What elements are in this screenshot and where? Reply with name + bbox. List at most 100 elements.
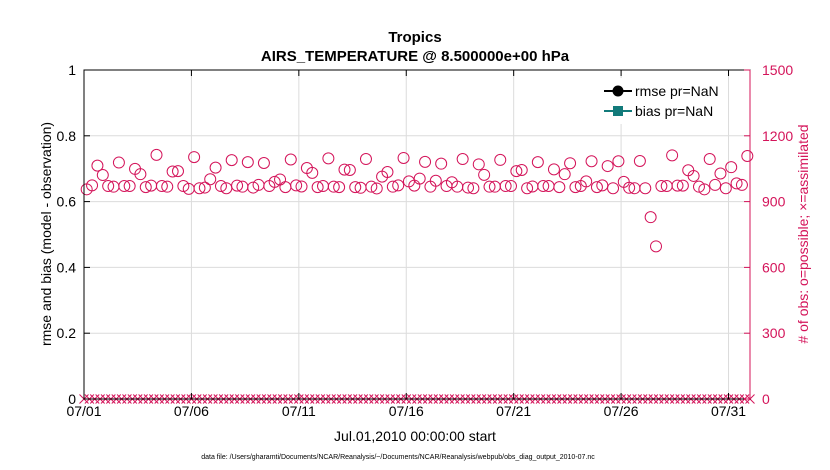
obs-possible-point: [161, 180, 174, 193]
legend-box: [585, 78, 728, 124]
obs-possible-point: [735, 178, 748, 191]
obs-possible-point: [279, 181, 292, 194]
obs-possible-point: [633, 155, 646, 168]
obs-possible-point: [676, 179, 689, 192]
y-axis-label-right: # of obs: o=possible; ×=assimilated: [795, 124, 811, 343]
obs-possible-point: [322, 152, 335, 165]
obs-possible-point: [209, 161, 222, 174]
obs-possible-point: [714, 167, 727, 180]
obs-possible-point: [590, 181, 603, 194]
right-tick-label: 300: [762, 325, 786, 341]
x-tick-label: 07/16: [389, 403, 424, 419]
left-tick-label: 0.8: [57, 128, 77, 144]
legend-bias-label: bias pr=NaN: [635, 103, 713, 119]
obs-possible-point: [386, 180, 399, 193]
obs-possible-point: [381, 165, 394, 178]
obs-possible-point: [231, 179, 244, 192]
left-tick-label: 0.2: [57, 325, 77, 341]
obs-possible-point: [569, 181, 582, 194]
right-tick-label: 600: [762, 259, 786, 275]
obs-possible-point: [644, 211, 657, 224]
x-tick-label: 07/11: [282, 403, 316, 419]
obs-possible-point: [612, 155, 625, 168]
x-axis-label: Jul.01,2010 00:00:00 start: [334, 428, 496, 444]
obs-possible-point: [472, 158, 485, 171]
obs-possible-point: [719, 182, 732, 195]
obs-possible-point: [623, 181, 636, 194]
x-axis-ticks: 07/01 07/06 07/11 07/16 07/21 07/26 07/31: [66, 70, 746, 419]
obs-possible-point: [86, 179, 99, 192]
x-tick-label: 07/06: [174, 403, 209, 419]
obs-possible-point: [365, 180, 378, 193]
chart-subtitle: AIRS_TEMPERATURE @ 8.500000e+00 hPa: [261, 48, 570, 65]
obs-possible-point: [188, 151, 201, 164]
obs-possible-series: [80, 148, 754, 253]
obs-possible-point: [333, 181, 346, 194]
obs-possible-point: [295, 180, 308, 193]
obs-possible-point: [655, 180, 668, 193]
legend-bias-marker: [613, 106, 623, 116]
obs-possible-point: [413, 172, 426, 185]
obs-possible-point: [241, 156, 254, 169]
obs-possible-point: [504, 180, 517, 193]
obs-possible-point: [96, 169, 109, 182]
x-tick-label: 07/26: [604, 403, 639, 419]
x-tick-label: 07/21: [496, 403, 531, 419]
left-tick-label: 0.6: [57, 194, 77, 210]
obs-possible-point: [123, 180, 136, 193]
obs-possible-point: [214, 180, 227, 193]
obs-possible-point: [139, 181, 152, 194]
obs-possible-point: [155, 180, 168, 193]
obs-possible-point: [725, 161, 738, 174]
obs-possible-point: [521, 182, 534, 195]
left-tick-label: 0: [68, 391, 76, 407]
y-axis-label-left: rmse and bias (model - observation): [38, 122, 54, 346]
obs-possible-point: [564, 157, 577, 170]
obs-possible-point: [741, 149, 754, 162]
obs-possible-point: [306, 166, 319, 179]
obs-possible-point: [397, 151, 410, 164]
obs-possible-point: [537, 180, 550, 193]
obs-possible-point: [429, 174, 442, 187]
right-tick-label: 900: [762, 194, 786, 210]
obs-possible-point: [601, 160, 614, 173]
obs-possible-point: [607, 182, 620, 195]
obs-possible-point: [247, 181, 260, 194]
obs-possible-point: [639, 182, 652, 195]
right-tick-label: 1500: [762, 62, 793, 78]
obs-possible-point: [703, 153, 716, 166]
obs-possible-point: [709, 178, 722, 191]
legend: rmse pr=NaN bias pr=NaN: [585, 78, 728, 124]
obs-possible-point: [392, 179, 405, 192]
obs-possible-point: [553, 181, 566, 194]
obs-possible-point: [370, 182, 383, 195]
obs-possible-point: [585, 155, 598, 168]
obs-possible-point: [462, 181, 475, 194]
right-tick-label: 0: [762, 391, 770, 407]
obs-possible-point: [671, 179, 684, 192]
obs-possible-point: [730, 177, 743, 190]
obs-possible-point: [494, 153, 507, 166]
obs-possible-point: [359, 153, 372, 166]
chart-title: Tropics: [388, 29, 441, 46]
obs-possible-point: [290, 179, 303, 192]
obs-possible-point: [547, 163, 560, 176]
obs-possible-point: [284, 153, 297, 166]
obs-possible-point: [558, 168, 571, 181]
right-axis-ticks: 0 300 600 900 1200 1500: [744, 62, 793, 407]
obs-possible-point: [666, 149, 679, 162]
obs-possible-point: [193, 182, 206, 195]
obs-possible-point: [204, 173, 217, 186]
obs-possible-point: [112, 156, 125, 169]
obs-possible-point: [327, 180, 340, 193]
obs-possible-point: [698, 183, 711, 196]
x-tick-label: 07/31: [711, 403, 746, 419]
obs-possible-point: [257, 156, 270, 169]
right-tick-label: 1200: [762, 128, 793, 144]
obs-possible-point: [349, 181, 362, 194]
obs-possible-point: [515, 164, 528, 177]
obs-possible-point: [338, 163, 351, 176]
obs-possible-point: [150, 148, 163, 161]
obs-possible-point: [483, 180, 496, 193]
